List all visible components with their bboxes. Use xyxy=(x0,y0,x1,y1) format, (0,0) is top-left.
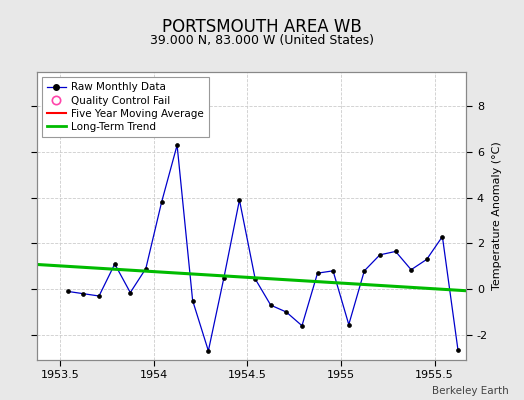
Text: PORTSMOUTH AREA WB: PORTSMOUTH AREA WB xyxy=(162,18,362,36)
Text: Berkeley Earth: Berkeley Earth xyxy=(432,386,508,396)
Legend: Raw Monthly Data, Quality Control Fail, Five Year Moving Average, Long-Term Tren: Raw Monthly Data, Quality Control Fail, … xyxy=(42,77,209,137)
Text: 39.000 N, 83.000 W (United States): 39.000 N, 83.000 W (United States) xyxy=(150,34,374,47)
Y-axis label: Temperature Anomaly (°C): Temperature Anomaly (°C) xyxy=(492,142,502,290)
